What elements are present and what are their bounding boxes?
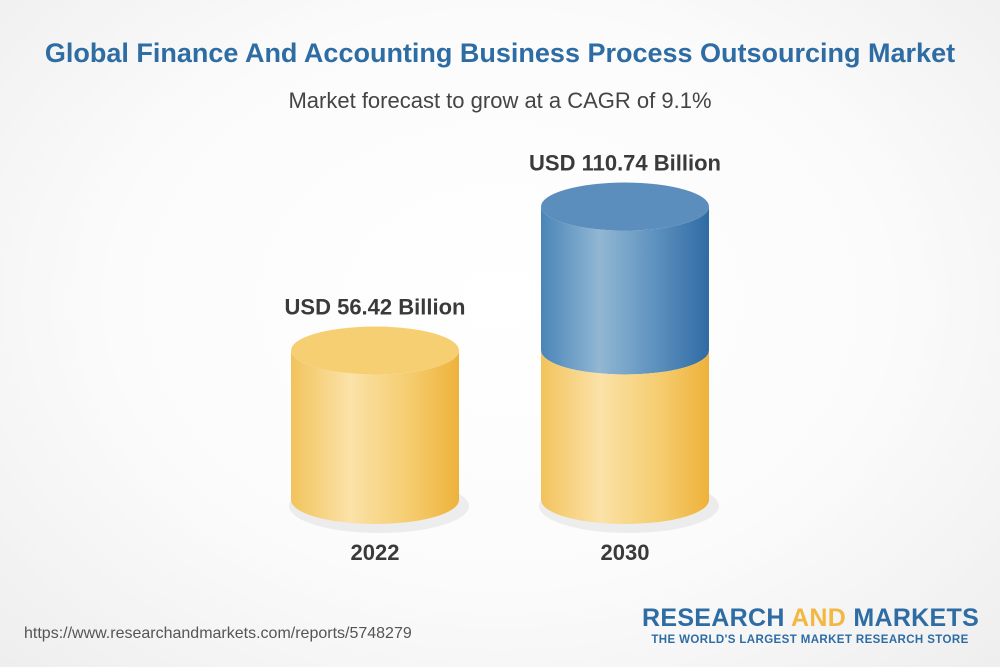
bar-2030-growth-body bbox=[541, 206, 709, 375]
chart-title: Global Finance And Accounting Business P… bbox=[44, 38, 956, 68]
bar-2030-base-body bbox=[541, 350, 709, 524]
x-tick-label-2022: 2022 bbox=[351, 540, 400, 565]
logo-word-research: RESEARCH bbox=[642, 604, 792, 632]
source-url[interactable]: https://www.researchandmarkets.com/repor… bbox=[24, 625, 412, 642]
logo-word-and: AND bbox=[791, 604, 847, 632]
bar-2022-body bbox=[291, 350, 459, 524]
data-label-2030: USD 110.74 Billion bbox=[529, 151, 721, 176]
logo-tagline: THE WORLD'S LARGEST MARKET RESEARCH STOR… bbox=[651, 634, 969, 646]
logo-word-markets: MARKETS bbox=[846, 604, 980, 632]
research-and-markets-logo: RESEARCH AND MARKETS THE WORLD'S LARGEST… bbox=[642, 604, 980, 646]
chart-subtitle: Market forecast to grow at a CAGR of 9.1… bbox=[288, 88, 712, 113]
bar-2030-growth-top bbox=[541, 182, 709, 231]
data-label-2022: USD 56.42 Billion bbox=[285, 294, 466, 319]
logo-wordmark: RESEARCH AND MARKETS bbox=[642, 604, 980, 632]
bar-2022-top bbox=[291, 326, 459, 375]
x-tick-label-2030: 2030 bbox=[601, 540, 650, 565]
